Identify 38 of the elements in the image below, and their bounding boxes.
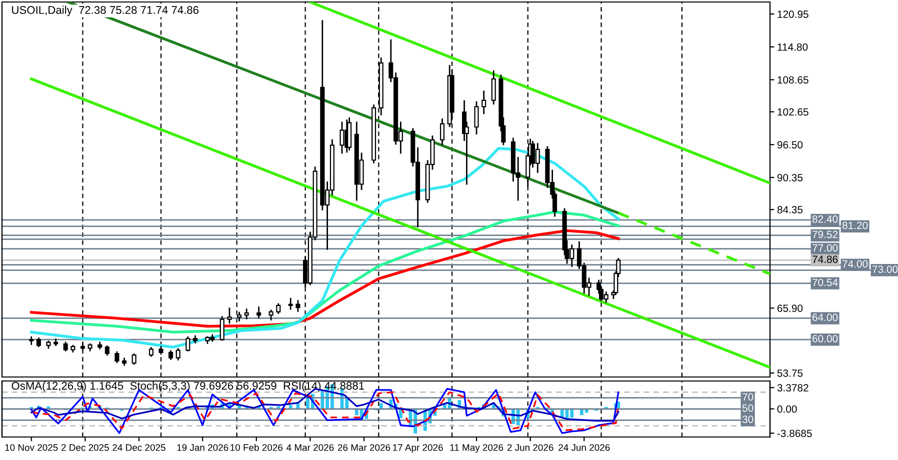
ref-line-label: 70.54 bbox=[812, 278, 838, 286]
x-tick-label: 10 Feb 2026 bbox=[230, 444, 282, 451]
y-tick-label: 0.00 bbox=[777, 405, 797, 413]
y-tick-label: 120.95 bbox=[778, 10, 808, 18]
ref-line-label: 82.40 bbox=[812, 215, 838, 223]
x-tick-label: 10 Nov 2025 bbox=[5, 444, 58, 451]
y-tick-label: 102.65 bbox=[778, 108, 808, 116]
x-tick-label: 17 Apr 2026 bbox=[393, 444, 443, 453]
x-tick-label: 24 Dec 2025 bbox=[112, 444, 166, 451]
y-tick-label: 96.50 bbox=[777, 141, 803, 149]
y-tick-label: 84.35 bbox=[777, 206, 803, 214]
ref-line-label: 50 bbox=[742, 404, 754, 412]
chart-title: USOIL,Daily 72.38 75.28 71.74 74.86 bbox=[12, 6, 199, 16]
y-tick-label: 90.35 bbox=[777, 174, 803, 182]
y-tick-label: 3.3782 bbox=[777, 384, 808, 392]
y-tick-label: 65.90 bbox=[777, 304, 803, 312]
ref-line-label: 64.00 bbox=[812, 314, 838, 322]
ref-line-label: 77.00 bbox=[812, 244, 838, 252]
ref-line-label: 74.00 bbox=[842, 260, 868, 268]
x-tick-label: 24 Jun 2026 bbox=[558, 444, 610, 451]
y-tick-label: 114.80 bbox=[778, 43, 808, 51]
ref-line-label: 81.20 bbox=[842, 222, 868, 230]
x-tick-label: 4 Mar 2026 bbox=[286, 444, 334, 451]
y-tick-label: -3.8685 bbox=[777, 430, 812, 438]
ref-line-label: 30 bbox=[742, 416, 754, 423]
ref-line-label: 73.00 bbox=[872, 266, 898, 273]
x-tick-label: 2 Dec 2025 bbox=[61, 444, 109, 451]
ref-line-label: 74.86 bbox=[812, 256, 838, 264]
x-tick-label: 11 May 2026 bbox=[450, 444, 504, 453]
x-tick-label: 26 Mar 2026 bbox=[338, 444, 390, 451]
ref-line-label: 70 bbox=[742, 393, 754, 401]
y-tick-label: 53.75 bbox=[777, 369, 803, 377]
y-tick-label: 108.65 bbox=[778, 76, 808, 84]
x-tick-label: 19 Jan 2026 bbox=[177, 444, 228, 451]
ref-line-label: 79.52 bbox=[812, 230, 838, 238]
ref-line-label: 60.00 bbox=[812, 335, 838, 342]
x-tick-label: 2 Jun 2026 bbox=[507, 444, 554, 451]
chart-title: OsMA(12,26,9) 1.1645 Stoch(5,3,3) 79.6926 56.9259 RSI(14) 44.8881 bbox=[12, 382, 364, 392]
